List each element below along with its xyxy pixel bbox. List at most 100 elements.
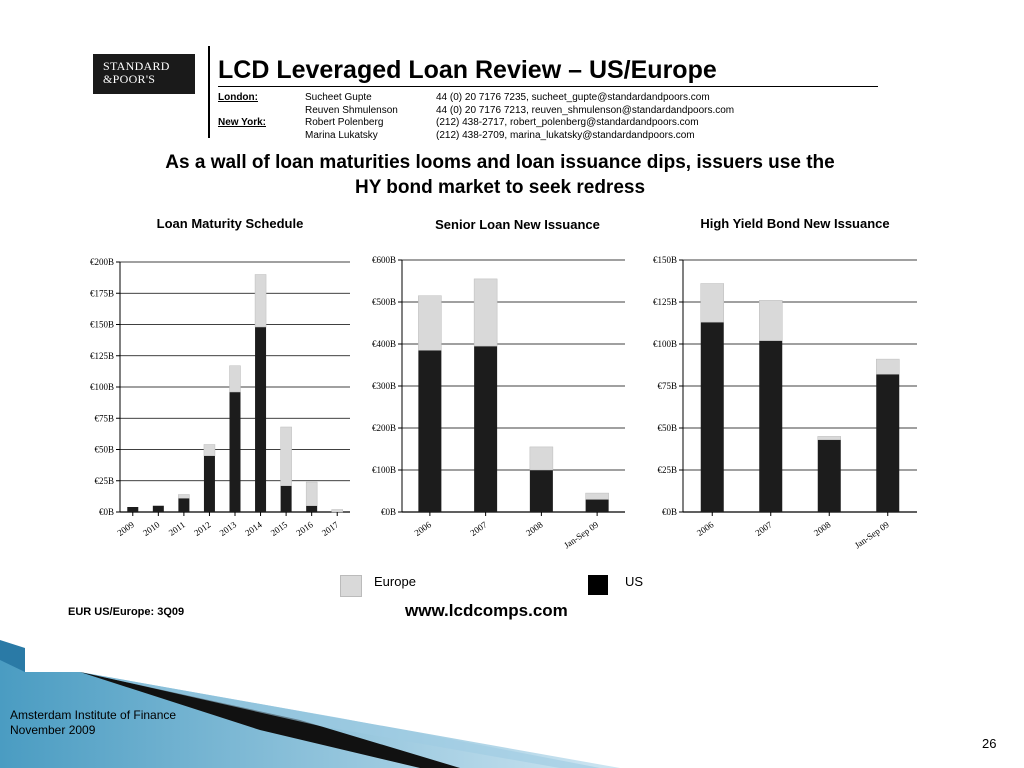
y-tick-label: €50B	[94, 445, 114, 455]
x-tick-label: 2010	[141, 519, 162, 538]
bar-europe	[876, 358, 900, 375]
x-tick-label: 2013	[218, 519, 239, 538]
bar-us	[759, 340, 783, 512]
bar-us	[418, 350, 442, 512]
bar-europe	[759, 300, 783, 341]
bar-europe	[203, 444, 216, 456]
y-tick-label: €25B	[94, 476, 114, 486]
x-tick-label: 2009	[115, 519, 136, 538]
contact-person: Marina Lukatsky	[305, 129, 378, 141]
x-tick-label: 2011	[167, 519, 187, 537]
legend-us-label: US	[625, 574, 644, 589]
y-tick-label: €150B	[90, 320, 114, 330]
y-tick-label: €500B	[372, 297, 396, 307]
institute-name: Amsterdam Institute of Finance	[10, 708, 177, 722]
bar-us	[700, 322, 724, 512]
page-number: 26	[982, 736, 997, 751]
x-tick-label: 2006	[695, 519, 716, 538]
high-yield-chart: High Yield Bond New Issuance €0B €25B €50B…	[610, 214, 930, 574]
bar-us	[178, 498, 190, 512]
x-tick-label: 2014	[243, 519, 264, 538]
contact-city: London:	[218, 92, 258, 103]
bar-us	[203, 455, 215, 512]
bar-us	[876, 374, 900, 512]
contact-city: New York:	[218, 117, 266, 128]
contact-person: Sucheet Gupte	[305, 92, 372, 103]
chart-title: Senior Loan New Issuance	[435, 217, 600, 232]
y-tick-label: €200B	[372, 423, 396, 433]
logo-line-1: STANDARD	[103, 59, 170, 73]
y-tick-label: €125B	[653, 297, 677, 307]
y-tick-label: €75B	[94, 413, 114, 423]
report-title: LCD Leveraged Loan Review – US/Europe	[218, 56, 717, 84]
bar-us	[585, 499, 609, 512]
bar-europe	[473, 278, 498, 347]
header-divider	[208, 46, 210, 138]
presentation-date: November 2009	[10, 723, 96, 737]
bar-europe	[700, 283, 724, 323]
headline-line-2: HY bond market to seek redress	[354, 177, 646, 198]
x-tick-label: 2007	[753, 519, 774, 538]
slide-headline: As a wall of loan maturities looms and l…	[90, 150, 910, 200]
y-tick-label: €50B	[657, 423, 677, 433]
bar-europe	[178, 494, 190, 499]
y-tick-label: €150B	[653, 255, 677, 265]
logo-line-2: &POOR'S	[103, 72, 156, 86]
contact-person: Robert Polenberg	[305, 117, 384, 128]
x-tick-label: 2008	[812, 519, 833, 538]
y-tick-label: €200B	[90, 257, 114, 267]
x-tick-label: 2007	[468, 519, 489, 538]
contact-info: 44 (0) 20 7176 7235, sucheet_gupte@stand…	[436, 92, 710, 103]
loan-maturity-plot: €0B €25B €50B €75B €100B €125B €150B €175B €200B…	[90, 257, 350, 538]
y-tick-label: €100B	[372, 465, 396, 475]
y-tick-label: €0B	[99, 507, 114, 517]
y-tick-label: €0B	[381, 507, 396, 517]
bar-europe	[280, 426, 292, 486]
bar-europe	[229, 365, 241, 393]
y-tick-label: €400B	[372, 339, 396, 349]
y-tick-label: €300B	[372, 381, 396, 391]
headline-line-1: As a wall of loan maturities looms and l…	[165, 152, 835, 173]
bar-us	[280, 485, 292, 512]
contact-info: 44 (0) 20 7176 7213, reuven_shmulenson@s…	[436, 104, 735, 116]
x-tick-label: 2016	[294, 519, 315, 538]
bar-us	[152, 505, 164, 512]
bar-us	[474, 346, 498, 512]
bar-europe	[305, 481, 318, 506]
legend-europe-swatch	[340, 575, 362, 597]
footer-note: EUR US/Europe: 3Q09	[68, 606, 185, 618]
chart-title: High Yield Bond New Issuance	[700, 216, 890, 231]
legend-us-swatch	[588, 575, 608, 595]
x-tick-label: 2015	[269, 519, 290, 538]
y-tick-label: €175B	[90, 288, 114, 298]
bar-europe	[418, 295, 442, 351]
y-tick-label: €600B	[372, 255, 396, 265]
senior-loan-chart: Senior Loan New Issuance €0B €100B €200B €3…	[330, 214, 630, 574]
sp-logo: STANDARD &POOR'S	[93, 54, 195, 94]
footer-url: www.lcdcomps.com	[405, 601, 568, 620]
contact-info: (212) 438-2717, robert_polenberg@standar…	[436, 117, 699, 128]
institute-footer: Amsterdam Institute of Finance November …	[10, 708, 176, 738]
contact-person: Reuven Shmulenson	[305, 104, 398, 116]
bar-us	[127, 507, 139, 512]
bar-us	[255, 327, 267, 512]
x-tick-label: 2008	[524, 519, 545, 538]
x-tick-label: Jan-Sep 09	[853, 519, 892, 550]
bar-us	[529, 470, 553, 512]
chart-title: Loan Maturity Schedule	[156, 216, 304, 231]
y-tick-label: €0B	[662, 507, 677, 517]
x-tick-label: 2006	[413, 519, 434, 538]
bar-europe	[817, 436, 841, 441]
x-tick-label: Jan-Sep 09	[562, 519, 601, 550]
bar-us	[817, 439, 841, 512]
loan-maturity-chart: Loan Maturity Schedule €0B €25B €50B €75B €1…	[40, 214, 380, 554]
y-tick-label: €125B	[90, 351, 114, 361]
bar-us	[306, 505, 318, 512]
y-tick-label: €100B	[90, 382, 114, 392]
x-tick-label: 2012	[192, 519, 212, 538]
bar-europe	[585, 492, 609, 500]
senior-loan-plot: €0B €100B €200B €300B €400B €500B €600B 2006 200…	[372, 255, 625, 550]
bar-europe	[529, 446, 554, 471]
legend-europe-label: Europe	[374, 574, 416, 589]
y-tick-label: €25B	[657, 465, 677, 475]
